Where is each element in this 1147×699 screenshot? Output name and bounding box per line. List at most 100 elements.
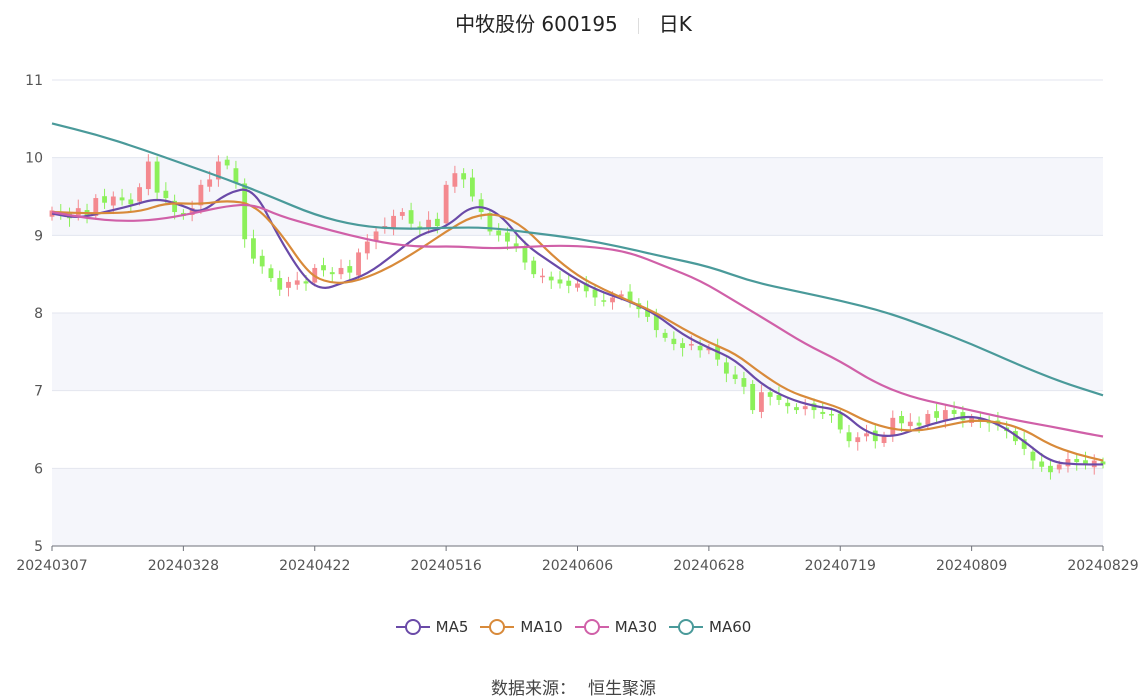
candle — [399, 208, 405, 220]
candle-body — [881, 435, 887, 444]
candle-body — [925, 413, 931, 425]
legend-label: MA10 — [520, 618, 563, 636]
candle-body — [680, 343, 686, 348]
candle — [338, 259, 344, 280]
candle — [881, 431, 887, 447]
source-value: 恒生聚源 — [588, 679, 656, 699]
candle-body — [128, 199, 134, 205]
data-source: 数据来源： 恒生聚源 — [0, 674, 1147, 699]
candle-body — [154, 161, 160, 193]
candle-body — [277, 278, 283, 290]
candle-body — [461, 173, 467, 180]
legend-item-ma30[interactable]: MA30 — [574, 618, 658, 636]
candle — [172, 194, 178, 220]
candle — [934, 403, 940, 425]
legend-label: MA30 — [614, 618, 658, 636]
candle — [487, 209, 493, 236]
candle-body — [688, 344, 694, 346]
candle-body — [662, 332, 668, 338]
candle-body — [575, 283, 580, 288]
ma-lines — [51, 122, 1104, 466]
candle — [759, 384, 764, 419]
ma-line-ma30 — [51, 203, 1104, 438]
candle-body — [303, 281, 309, 284]
candle-body — [408, 210, 414, 224]
candle-body — [505, 232, 510, 242]
candle-body — [697, 345, 703, 351]
candle-body — [653, 315, 659, 331]
candle — [391, 209, 396, 236]
candle-body — [540, 275, 545, 278]
candle — [102, 188, 107, 209]
candle — [723, 357, 729, 383]
legend-item-ma5[interactable]: MA5 — [395, 618, 468, 636]
candle-body — [1021, 439, 1027, 449]
candle — [1100, 457, 1106, 469]
legend-marker-icon — [480, 619, 515, 635]
candle-body — [566, 280, 572, 286]
candle — [829, 407, 834, 423]
candle — [776, 386, 782, 406]
candle-body — [802, 406, 808, 410]
x-tick-label: 20240829 — [1067, 558, 1138, 574]
x-tick-label: 20240328 — [148, 558, 219, 574]
legend-item-ma10[interactable]: MA10 — [480, 618, 563, 636]
candle — [426, 211, 432, 234]
candle-body — [338, 267, 344, 275]
candle — [864, 424, 869, 442]
candle-body — [1074, 459, 1080, 463]
candle — [846, 424, 852, 448]
candle — [93, 194, 99, 220]
candlestick-chart: 5 6 7 8 9 10 11 20240307 20240328 20240422 202405… — [16, 73, 1138, 574]
candle-body — [189, 208, 195, 215]
candle — [259, 249, 265, 274]
candle-body — [942, 410, 948, 420]
candle-body — [356, 252, 361, 276]
candle-body — [1083, 460, 1088, 465]
x-tick-label: 20240516 — [410, 558, 481, 574]
y-tick-label: 11 — [25, 73, 43, 89]
candle — [461, 168, 467, 188]
grid-band — [52, 80, 1103, 158]
candle-body — [618, 294, 624, 297]
candle — [154, 156, 160, 202]
candle-body — [198, 184, 204, 206]
candle-body — [890, 417, 896, 436]
candle — [566, 274, 572, 294]
candle-body — [907, 421, 913, 427]
candle-body — [145, 161, 151, 190]
candle — [732, 365, 738, 385]
candle-body — [1100, 461, 1106, 465]
candle — [785, 396, 791, 414]
candle — [531, 256, 537, 279]
period-label: 日K — [658, 12, 692, 36]
candle — [951, 401, 957, 420]
candle-body — [294, 280, 300, 285]
candle — [198, 179, 204, 214]
candle — [1083, 451, 1088, 470]
candle-body — [452, 173, 458, 187]
y-tick-label: 6 — [34, 461, 43, 477]
candle-body — [592, 289, 598, 298]
candle — [277, 270, 283, 296]
candle — [251, 229, 256, 264]
candle-body — [242, 183, 248, 240]
candle-body — [443, 184, 449, 224]
candle — [741, 371, 747, 395]
candle-body — [627, 291, 633, 302]
candle-body — [391, 215, 396, 228]
legend-item-ma60[interactable]: MA60 — [669, 618, 751, 636]
candle-body — [102, 196, 107, 203]
x-tick-label: 20240809 — [936, 558, 1007, 574]
candle-body — [496, 230, 502, 236]
candle-body — [610, 297, 615, 303]
candle — [356, 248, 361, 280]
candle — [1030, 446, 1036, 470]
legend-label: MA60 — [709, 618, 752, 636]
candle — [557, 270, 563, 289]
candle-body — [723, 362, 729, 374]
candle-body — [172, 200, 178, 213]
grid-band — [52, 390, 1103, 469]
chart-title: 中牧股份 600195 日K — [0, 8, 1147, 37]
candle — [872, 424, 878, 449]
